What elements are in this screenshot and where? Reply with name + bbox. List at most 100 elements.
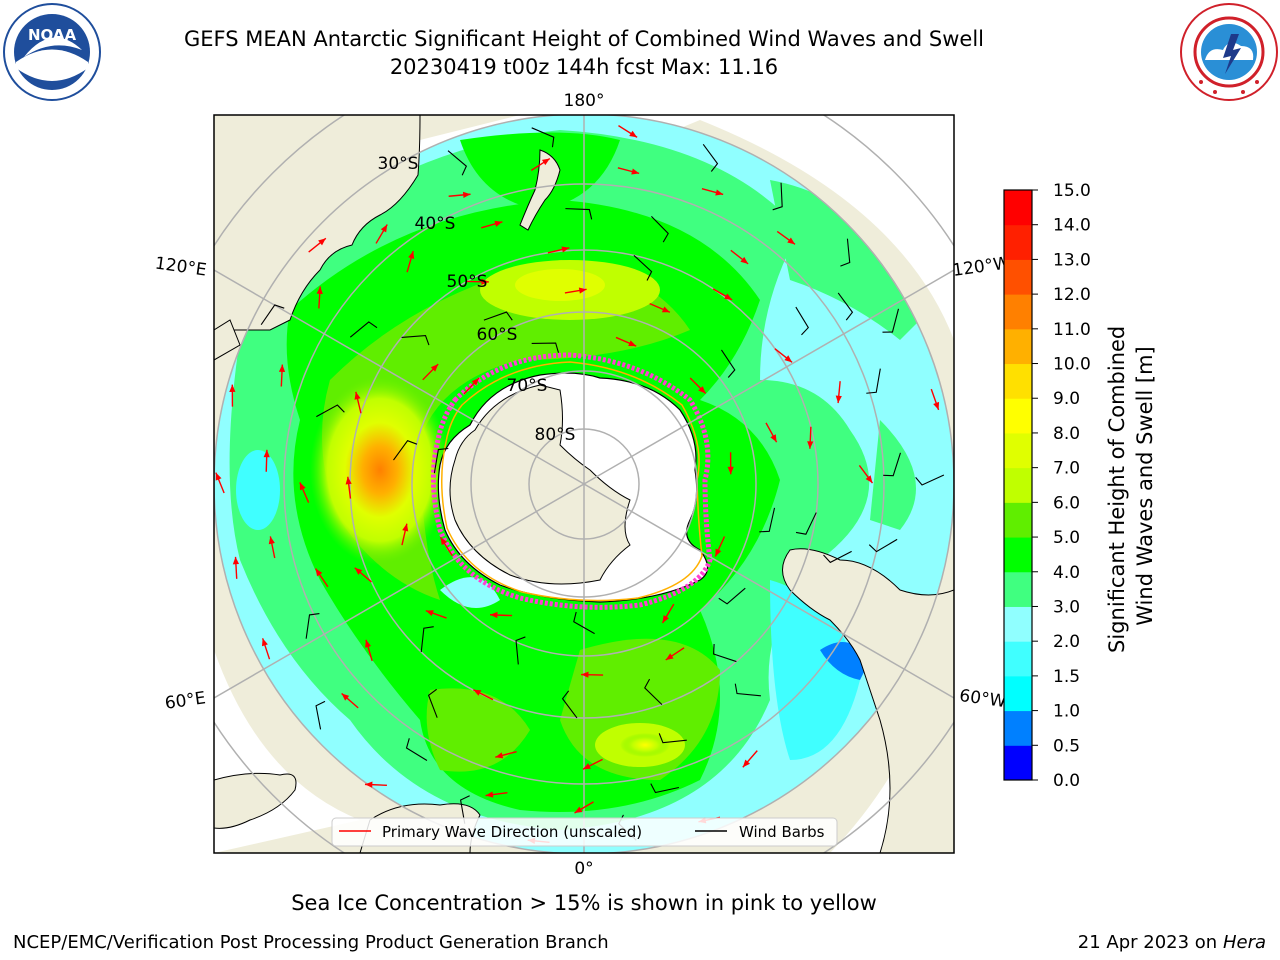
- lat-label-80s: 80°S: [535, 425, 576, 445]
- wave-direction-arrowhead: [440, 537, 448, 546]
- wind-barb: [305, 613, 320, 639]
- colorbar-tick-label: 10.0: [1053, 355, 1091, 375]
- wind-barb: [866, 368, 881, 394]
- wind-barb: [795, 512, 817, 535]
- wind-barb: [759, 507, 776, 533]
- wave-direction-arrowhead: [865, 475, 873, 484]
- footer-credit: NCEP/EMC/Verification Post Processing Pr…: [13, 932, 609, 953]
- wind-barb: [650, 783, 680, 794]
- wave-direction-arrowhead: [278, 364, 286, 373]
- noaa-logo: NOAA: [3, 3, 101, 101]
- wave-direction-arrowhead: [494, 220, 503, 227]
- wave-direction-arrowhead: [561, 246, 570, 253]
- wave-direction-arrowhead: [835, 395, 842, 404]
- colorbar: 0.0 0.5 1.0 1.5 2.0 3.0 4.0 5.0 6.0 7.0 8.0 9.0 10.0…: [1003, 181, 1091, 791]
- wind-barb: [447, 150, 468, 176]
- wind-barb: [483, 311, 513, 321]
- wave-direction-arrowhead: [402, 523, 409, 532]
- wind-barb: [433, 447, 449, 474]
- lat-label-70s: 70°S: [507, 376, 548, 396]
- noaa-logo-text: NOAA: [28, 26, 77, 44]
- colorbar-swatch: [1004, 641, 1032, 677]
- colorbar-tick-label: 0.0: [1053, 771, 1080, 791]
- lat-label-50s: 50°S: [447, 272, 488, 292]
- wind-barb: [702, 143, 719, 172]
- wave-direction-arrowhead: [807, 441, 814, 449]
- colorbar-frame: [1003, 189, 1033, 781]
- wind-barb: [565, 208, 593, 220]
- wave-direction-arrowhead: [263, 449, 270, 458]
- wave-direction-arrowhead: [481, 278, 489, 285]
- legend-wind-barb-label: Wind Barbs: [739, 823, 825, 841]
- wind-barb: [721, 349, 736, 378]
- colorbar-tick-label: 1.0: [1053, 702, 1080, 722]
- wind-barb: [405, 738, 428, 761]
- wave-direction-arrowhead: [628, 340, 637, 347]
- wave-direction-arrowhead: [787, 237, 796, 245]
- wind-barb: [823, 550, 852, 564]
- wave-direction-arrowhead: [490, 611, 498, 619]
- wind-barb: [515, 636, 526, 665]
- colorbar-swatch: [1004, 675, 1032, 712]
- wave-direction-arrowhead: [215, 472, 222, 481]
- wind-barb: [718, 587, 746, 605]
- wind-barb: [260, 304, 285, 326]
- footer-date-text: 21 Apr 2023 on: [1077, 932, 1223, 953]
- colorbar-swatch: [1004, 190, 1032, 226]
- legend-wave-direction-label: Primary Wave Direction (unscaled): [382, 823, 642, 841]
- colorbar-tick-label: 14.0: [1053, 216, 1091, 236]
- wave-direction-arrowhead: [318, 238, 326, 246]
- colorbar-swatch: [1004, 363, 1032, 399]
- colorbar-tick-label: 6.0: [1053, 493, 1080, 513]
- wave-direction-arrowhead: [631, 168, 640, 175]
- wave-direction-arrowhead: [724, 293, 733, 300]
- wind-barb: [882, 308, 900, 333]
- wind-barb: [531, 127, 555, 148]
- colorbar-swatch: [1004, 571, 1032, 607]
- colorbar-tick-label: 5.0: [1053, 528, 1080, 548]
- colorbar-tick-label: 2.0: [1053, 632, 1080, 652]
- wave-direction-arrowhead: [430, 364, 439, 372]
- wave-direction-arrowhead: [473, 689, 482, 696]
- wave-direction-arrowhead: [578, 287, 587, 294]
- sea-ice-edge: [431, 352, 713, 610]
- wave-direction-arrowhead: [698, 386, 706, 394]
- colorbar-swatch: [1004, 745, 1032, 781]
- wave-direction-arrowhead: [742, 759, 751, 768]
- lon-label-180: 180°: [564, 91, 605, 111]
- wave-direction-arrowhead: [581, 671, 589, 678]
- wave-direction-arrowhead: [770, 434, 777, 443]
- wave-direction-arrowhead: [715, 548, 722, 557]
- wind-barb: [795, 306, 809, 336]
- wind-barb: [633, 254, 653, 281]
- colorbar-swatch: [1004, 432, 1032, 469]
- colorbar-tick-label: 7.0: [1053, 459, 1080, 479]
- wave-direction-arrowhead: [341, 693, 350, 701]
- wind-barb: [837, 292, 854, 321]
- nws-logo: [1180, 3, 1278, 101]
- wave-direction-arrowhead: [661, 306, 670, 313]
- chart-title: GEFS MEAN Antarctic Significant Height o…: [183, 27, 985, 51]
- wind-barb: [840, 238, 851, 267]
- south-america-landmass: [782, 548, 954, 853]
- colorbar-tick-label: 11.0: [1053, 320, 1091, 340]
- wave-direction-arrowhead: [316, 286, 323, 295]
- wave-direction-arrowhead: [784, 355, 793, 363]
- colorbar-tick-label: 9.0: [1053, 389, 1080, 409]
- colorbar-swatch: [1004, 224, 1032, 260]
- wave-direction-arrowhead: [299, 482, 306, 491]
- wind-barb: [459, 795, 470, 824]
- wave-direction-arrowhead: [364, 781, 373, 788]
- lat-label-60s: 60°S: [477, 325, 518, 345]
- australia-landmass: [214, 115, 421, 331]
- wind-barb: [531, 342, 560, 353]
- wind-barb: [349, 321, 378, 338]
- colorbar-tick-label: 3.0: [1053, 597, 1080, 617]
- colorbar-tick-label: 0.5: [1053, 736, 1080, 756]
- wind-barb: [420, 626, 434, 653]
- lon-label-0: 0°: [574, 859, 593, 879]
- lon-label-120e: 120°E: [154, 254, 208, 281]
- wave-direction-arrowhead: [380, 224, 388, 233]
- wind-barb: [868, 538, 898, 553]
